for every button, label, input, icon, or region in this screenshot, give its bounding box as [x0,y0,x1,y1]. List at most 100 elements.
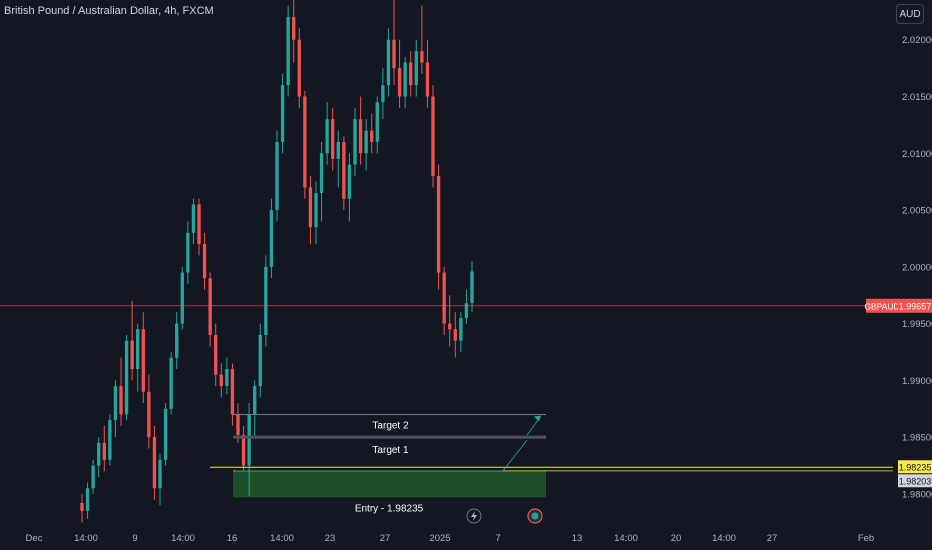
candle-body [292,17,296,40]
x-tick-label: 13 [572,533,583,544]
candle-body [141,329,145,392]
candle-body [331,119,335,159]
candle-body [130,340,134,370]
x-tick-label: 14:00 [270,533,294,544]
candle-body [386,39,391,86]
candle-body [102,442,106,460]
time-axis[interactable]: Dec 14:00 9 14:00 16 14:00 23 27 2025 7 13 14:00 20 1… [26,533,875,544]
icons-layer [466,508,543,524]
y-tick-label: 2.01000 [902,149,932,160]
event-flag-icon [527,508,543,524]
candle-body [381,85,385,103]
projection-arrow-1 [235,439,528,472]
candle-body [336,141,340,159]
candle-body [370,130,374,142]
candle-body [124,340,129,415]
profit-zone-layer [233,470,546,498]
entry-zone [233,470,546,498]
y-tick-label: 2.02000 [902,35,932,46]
x-tick-label: 14:00 [712,533,736,544]
y-tick-label: 2.00500 [902,206,932,217]
x-tick-label: 14:00 [614,533,638,544]
candles-layer [80,0,474,523]
candle-body [347,164,352,199]
projection-arrow-2 [526,417,541,436]
candle-body [436,176,441,273]
candle-body [392,39,396,69]
candle-body [247,414,251,466]
entry-price-label: 1.98235 [899,462,932,472]
price-axis[interactable]: 2.02000 2.01500 2.01000 2.00500 2.00000 1.995… [864,0,932,500]
y-tick-label: 1.98000 [902,489,932,500]
candle-body [280,85,285,142]
candle-body [442,272,446,324]
x-tick-label: 9 [132,533,137,544]
candle-body [397,68,402,97]
current-symbol-box [866,298,898,313]
candle-body [152,437,157,489]
target1-line [233,435,546,439]
candle-body [470,271,474,304]
candle-body [186,232,190,273]
x-tick-label: 7 [495,533,500,544]
x-tick-label: 23 [325,533,336,544]
target2-label: Target 2 [372,420,409,431]
candle-body [375,102,379,142]
candle-body [319,153,324,194]
candle-body [297,39,301,97]
current-symbol-label: GBPAUD [864,301,899,311]
candle-body [314,193,318,228]
candle-body [464,303,469,318]
y-tick-label: 1.99000 [902,376,932,387]
candle-body [197,204,201,245]
candle-body [353,119,357,165]
candle-body [420,51,424,63]
entry2-price-label: 1.98203 [899,476,932,486]
y-tick-label: 1.99500 [902,319,932,330]
candle-body [403,62,407,97]
y-tick-label: 2.01500 [902,92,932,103]
candle-body [91,465,95,489]
candle-body [158,459,162,489]
entry-label: Entry - 1.98235 [355,503,424,514]
entry-price-box [898,460,932,474]
candle-body [409,62,413,86]
candle-body [214,334,218,375]
x-tick-label: 27 [380,533,391,544]
y-tick-label: 1.98500 [902,433,932,444]
lightning-icon [466,508,482,524]
candle-body [169,357,173,409]
candle-body [180,272,184,324]
candle-body [85,488,90,511]
candle-body [225,369,229,387]
x-tick-label: 14:00 [74,533,98,544]
current-price-label: 1.99657 [899,301,932,311]
candle-body [258,334,262,387]
x-tick-label: 27 [767,533,778,544]
candle-body [136,329,140,370]
lightning-icon-glyph [471,511,477,521]
x-tick-label: Dec [26,533,43,544]
candle-body [253,386,257,415]
event-flag-icon-dot [531,512,539,520]
candle-body [113,386,118,421]
currency-button[interactable]: AUD [896,4,924,24]
y-tick-label: 2.00000 [902,262,932,273]
candle-body [308,187,313,228]
candle-body [163,408,168,460]
candle-body [208,278,212,335]
arrow-head [534,415,541,422]
candle-body [147,391,151,438]
candle-body [425,62,430,97]
lightning-icon-ring [466,508,482,524]
candle-body [80,503,84,511]
lines-layer [0,305,893,472]
candle-body [269,210,274,267]
candle-body [275,141,279,211]
candle-body [453,329,457,341]
candle-body [175,323,179,358]
candle-body [191,204,196,233]
candle-body [119,386,123,415]
candle-body [202,244,207,279]
